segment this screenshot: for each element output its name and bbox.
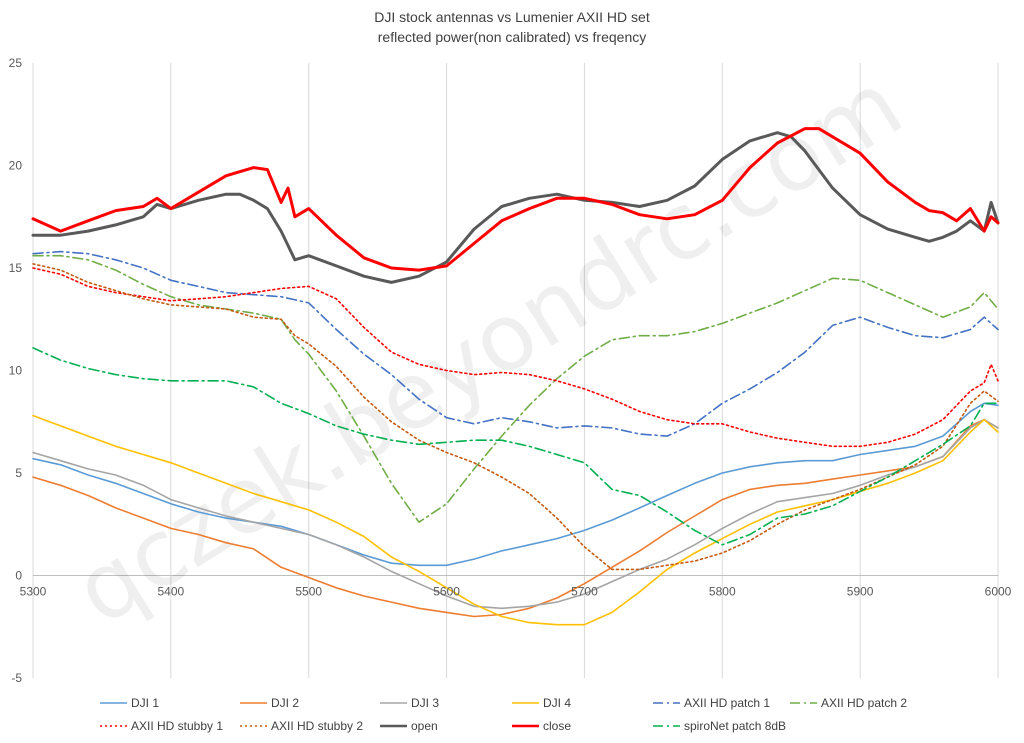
y-tick-label: 20 — [9, 159, 23, 173]
legend-label: DJI 1 — [131, 696, 159, 710]
chart-title-line-1: DJI stock antennas vs Lumenier AXII HD s… — [374, 9, 650, 25]
legend-label: AXII HD stubby 2 — [271, 719, 363, 733]
x-tick-label: 5700 — [571, 585, 598, 599]
series-line-11 — [32, 347, 999, 546]
legend-label: spiroNet patch 8dB — [684, 719, 786, 733]
series-line-1 — [32, 402, 999, 567]
x-tick-label: 5500 — [295, 585, 322, 599]
legend-label: close — [543, 719, 571, 733]
legend-label: AXII HD patch 2 — [821, 696, 907, 710]
x-tick-label: 5800 — [709, 585, 736, 599]
series-line-10 — [31, 127, 1000, 272]
legend-label: open — [411, 719, 438, 733]
series-line-2 — [32, 418, 999, 618]
y-tick-label: 5 — [15, 466, 22, 480]
legend-label: DJI 3 — [411, 696, 439, 710]
x-tick-label: 5300 — [20, 585, 47, 599]
series-line-8 — [32, 263, 999, 571]
series-line-3 — [32, 418, 999, 610]
x-tick-label: 5900 — [847, 585, 874, 599]
y-tick-label: -5 — [11, 671, 22, 685]
series-line-6 — [32, 254, 999, 523]
legend-label: DJI 4 — [543, 696, 571, 710]
series-lines — [31, 127, 1000, 626]
series-line-7 — [32, 267, 999, 448]
legend-label: DJI 2 — [271, 696, 299, 710]
series-line-9 — [31, 131, 1000, 284]
legend-label: AXII HD stubby 1 — [131, 719, 223, 733]
legend: DJI 1 DJI 2 DJI 3 DJI 4 AXII HD patch 1 AXII … — [100, 696, 907, 733]
y-tick-label: 10 — [9, 364, 23, 378]
chart-title-line-2: reflected power(non calibrated) vs freqe… — [378, 29, 646, 45]
legend-label: AXII HD patch 1 — [684, 696, 770, 710]
tick-labels: 5300 5400 5500 5600 5700 5800 5900 6000 -5 0 5 10 15… — [9, 56, 1012, 685]
y-tick-label: 0 — [15, 569, 22, 583]
series-line-5 — [32, 250, 999, 437]
y-tick-label: 25 — [9, 56, 23, 70]
x-tick-label: 5400 — [158, 585, 185, 599]
x-tick-label: 6000 — [985, 585, 1012, 599]
y-tick-label: 15 — [9, 261, 23, 275]
x-tick-label: 5600 — [433, 585, 460, 599]
